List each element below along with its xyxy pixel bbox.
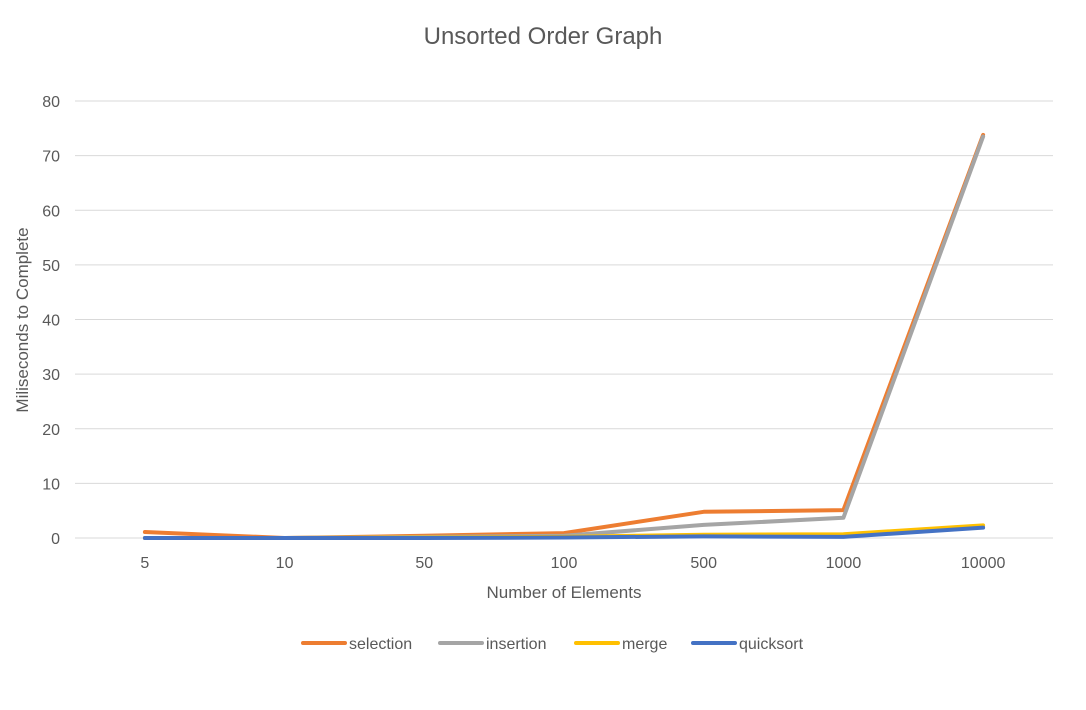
y-tick-label: 40 [42,313,60,330]
x-tick-label: 5 [140,555,149,572]
legend: selection insertion merge quicksort [301,636,804,653]
series-line-quicksort [142,525,986,540]
chart-title: Unsorted Order Graph [424,23,663,50]
y-tick-label: 10 [42,476,60,493]
y-tick-label: 20 [42,422,60,439]
y-tick-label: 80 [42,94,60,111]
y-tick-label: 70 [42,149,60,166]
legend-label-insertion: insertion [486,636,546,653]
legend-label-selection: selection [349,636,412,653]
gridlines [75,100,1053,539]
x-tick-label: 500 [690,555,717,572]
y-tick-label: 30 [42,367,60,384]
x-tick-label: 1000 [826,555,862,572]
series-lines [142,132,986,540]
x-axis-ticks: 5 10 50 100 500 1000 10000 [140,555,1005,572]
x-tick-label: 50 [415,555,433,572]
x-tick-label: 100 [551,555,578,572]
legend-label-merge: merge [622,636,667,653]
y-tick-label: 50 [42,258,60,275]
y-tick-label: 0 [51,531,60,548]
y-axis-ticks: 0 10 20 30 40 50 60 70 80 [42,94,60,548]
x-tick-label: 10000 [961,555,1006,572]
series-line-insertion [142,134,986,540]
y-axis-title: Miliseconds to Complete [13,227,32,412]
x-axis-title: Number of Elements [487,583,642,602]
legend-label-quicksort: quicksort [739,636,804,653]
x-tick-label: 10 [276,555,294,572]
y-tick-label: 60 [42,203,60,220]
